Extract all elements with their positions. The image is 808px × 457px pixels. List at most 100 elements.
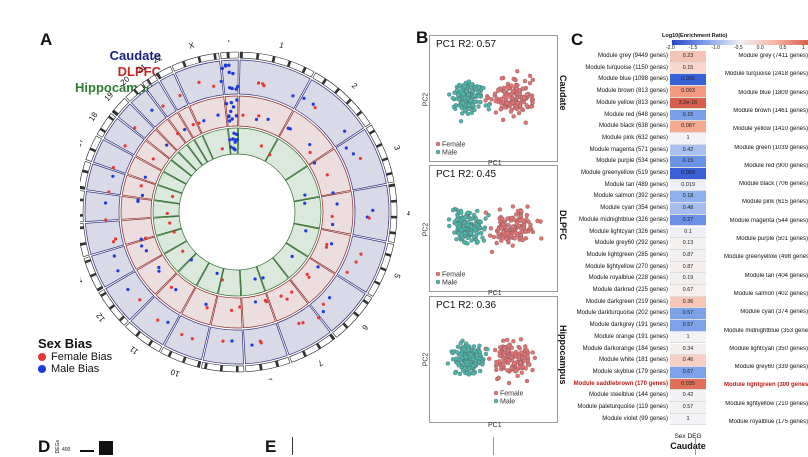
pca-point-male <box>483 351 489 357</box>
hippocampus-track-segment <box>163 240 197 272</box>
caudate-track-segment <box>86 163 126 196</box>
pca-point-female <box>530 97 536 102</box>
pca-point-female <box>498 345 503 350</box>
pca-point-female <box>510 88 516 94</box>
caudate-track-segment <box>164 315 210 361</box>
panel-e-axis-line <box>292 437 293 455</box>
pca-point-male <box>480 235 485 240</box>
module-enrichment-cell: 0.48 <box>670 203 706 215</box>
hippocampus-spoke <box>156 227 182 236</box>
pca-legend-male: Male <box>442 150 457 157</box>
ideogram-band <box>334 87 340 95</box>
male-bias-point <box>303 193 307 197</box>
pca-point-male <box>469 82 474 87</box>
ideogram-band <box>182 60 187 68</box>
female-bias-point <box>190 337 194 341</box>
pca-xlabel-dlpfc: PC1 <box>488 290 502 297</box>
male-bias-point <box>303 201 307 205</box>
ideogram-band <box>275 360 280 368</box>
module-label: Module magenta (571 genes) <box>589 146 668 153</box>
colorbar-tick: -2.0 <box>666 45 675 51</box>
female-bias-point <box>139 184 143 188</box>
male-bias-point <box>331 222 335 227</box>
pca-ylabel-caudate: PC2 <box>422 92 430 107</box>
hippocampus-spoke <box>178 151 197 171</box>
pca-ylabel-hippocampus: PC2 <box>422 352 430 367</box>
male-bias-point <box>174 287 178 292</box>
hippocampus-track-segment <box>163 159 192 185</box>
pca-point-male <box>471 344 477 349</box>
ideogram-band <box>89 272 97 278</box>
pca-title-dlpfc: PC1 R2: 0.45 <box>436 169 497 180</box>
pca-point-male <box>468 98 474 103</box>
male-bias-marker <box>38 365 46 373</box>
male-bias-point <box>254 117 259 122</box>
pca-point-female <box>487 356 492 361</box>
male-bias-point <box>116 269 120 273</box>
pca-point-female <box>494 240 499 246</box>
male-bias-point <box>231 105 236 109</box>
pca-point-male <box>486 107 491 112</box>
module-label-second: Module brown (1461 genes) <box>733 107 808 114</box>
ideogram-band <box>182 356 187 364</box>
male-bias-point <box>227 70 231 75</box>
hippocampus-spoke <box>255 266 266 292</box>
chromosome-label-5: 5 <box>392 272 402 280</box>
chromosome-label-4: 4 <box>405 211 410 216</box>
region-label-hippocampus: Hippocampus <box>558 325 568 385</box>
ideogram-chr-20 <box>125 83 145 102</box>
female-bias-point <box>107 190 111 194</box>
module-enrichment-cell: 0.005 <box>670 74 706 87</box>
sex-bias-legend: Sex Bias Female Bias Male Bias <box>38 336 112 375</box>
male-bias-point <box>266 117 270 121</box>
pca-point-female <box>509 83 514 88</box>
male-bias-point <box>288 127 292 131</box>
pca-point-male <box>471 234 477 239</box>
caudate-track-segment <box>159 73 189 111</box>
ideogram-band <box>167 350 173 358</box>
hippocampus-track-segment <box>177 253 210 286</box>
pca-point-female <box>505 231 510 236</box>
pca-point-female <box>492 91 498 96</box>
pca-legend-female: Female <box>442 272 465 279</box>
pca-point-female <box>501 338 506 343</box>
pca-point-male <box>462 107 468 113</box>
module-label-second: Module magenta (544 genes) <box>729 217 808 224</box>
male-bias-point <box>126 287 130 292</box>
module-enrichment-cell: 0.87 <box>670 249 706 262</box>
module-enrichment-cell: 0.093 <box>670 168 706 180</box>
dlpfc-track-segment <box>125 236 163 270</box>
pca-point-female <box>525 354 530 359</box>
male-bias-point <box>150 108 154 112</box>
chromosome-label-22: 22 <box>151 53 164 65</box>
pca-legend-male: Male <box>442 280 457 287</box>
hippocampus-track-segment <box>256 257 289 292</box>
pca-point-male <box>476 94 482 99</box>
pca-point-female <box>507 94 512 99</box>
hippocampus-spoke <box>202 135 214 160</box>
ideogram-chr-19 <box>111 97 130 117</box>
module-label: Module steelblue (144 genes) <box>588 392 668 399</box>
pca-point-female <box>522 95 527 101</box>
female-bias-point <box>354 260 358 264</box>
pca-point-male <box>477 343 482 348</box>
pca-legend-bg <box>492 387 532 405</box>
pca-point-male <box>468 231 473 236</box>
module-enrichment-cell: 0.67 <box>670 285 706 297</box>
pca-point-male <box>455 344 461 349</box>
pca-point-male <box>459 351 464 357</box>
pca-point-male <box>476 104 481 109</box>
chromosome-label-20: 20 <box>119 74 132 87</box>
male-bias-point <box>331 191 335 195</box>
hippocampus-spoke <box>195 262 209 286</box>
female-bias-point <box>197 80 201 84</box>
female-bias-point <box>285 297 289 301</box>
male-bias-point <box>261 276 265 280</box>
heatmap-column-label: Sex DEG <box>674 433 702 440</box>
pca-point-female <box>510 100 516 105</box>
module-label: Module red (648 genes) <box>604 111 668 118</box>
pca-point-female <box>509 365 514 371</box>
pca-point-male <box>458 119 464 124</box>
dlpfc-track-segment <box>289 257 336 304</box>
hippocampus-track-segment <box>293 196 322 229</box>
